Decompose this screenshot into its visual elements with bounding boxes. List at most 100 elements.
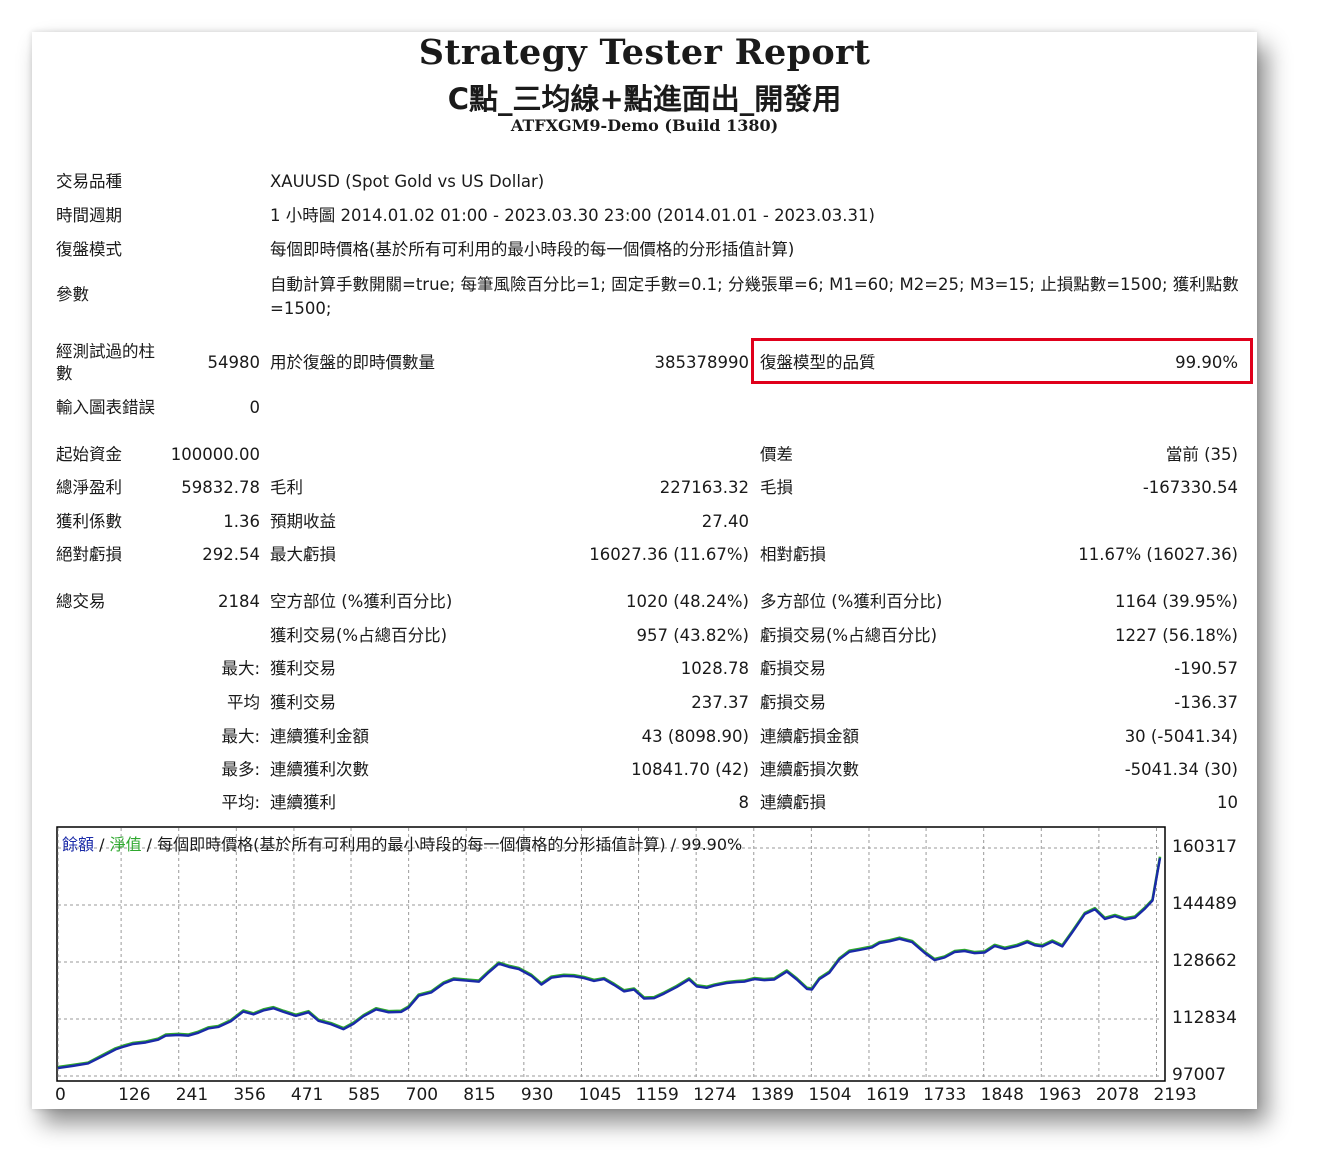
cons-losses-label: 連續虧損金額 xyxy=(760,727,859,746)
x-tick-label: 930 xyxy=(520,1085,554,1105)
x-tick-label: 1848 xyxy=(980,1085,1024,1105)
x-tick-label: 2078 xyxy=(1095,1085,1140,1105)
x-tick-label: 1045 xyxy=(578,1085,622,1105)
bars-value: 54980 xyxy=(207,353,261,372)
bars-label: 經測試過的柱數 xyxy=(56,342,155,383)
grossprofit-value: 227163.32 xyxy=(659,478,749,497)
period-value: 1 小時圖 2014.01.02 01:00 - 2023.03.30 23:0… xyxy=(270,206,875,225)
netprofit-label: 總淨盈利 xyxy=(56,478,122,497)
max3-label: 最多: xyxy=(221,760,260,779)
errors-value: 0 xyxy=(249,398,261,417)
avg-loss-value: -136.37 xyxy=(1174,693,1238,712)
avg1-label: 平均 xyxy=(227,693,260,712)
balance-line xyxy=(57,857,1162,1070)
pf-label: 獲利係數 xyxy=(56,512,122,531)
x-tick-label: 1274 xyxy=(693,1085,737,1105)
max2-label: 最大: xyxy=(221,727,260,746)
y-tick-label: 144489 xyxy=(1172,894,1237,914)
expected-value: 27.40 xyxy=(701,512,749,531)
report-title: Strategy Tester Report xyxy=(418,32,871,73)
short-label: 空方部位 (%獲利百分比) xyxy=(270,592,453,611)
cons-wins-value: 43 (8098.90) xyxy=(641,727,749,746)
y-tick-label: 97007 xyxy=(1172,1065,1227,1085)
x-tick-label: 1963 xyxy=(1038,1085,1082,1105)
grossprofit-label: 毛利 xyxy=(270,478,303,497)
x-tick-label: 356 xyxy=(233,1085,266,1105)
quality-highlight-box xyxy=(751,338,1253,384)
pf-value: 1.36 xyxy=(223,512,260,531)
max-cons-loss-label: 連續虧損次數 xyxy=(760,760,859,779)
maxdd-value: 16027.36 (11.67%) xyxy=(589,545,749,564)
x-tick-label: 471 xyxy=(290,1085,324,1105)
trades-label: 總交易 xyxy=(56,592,106,611)
wins-value: 957 (43.82%) xyxy=(636,626,749,645)
legend-equity: 淨值 xyxy=(109,835,142,854)
x-tick-label: 241 xyxy=(175,1085,209,1105)
x-tick-label: 1389 xyxy=(750,1085,795,1105)
avg-win-label: 獲利交易 xyxy=(270,693,336,712)
x-tick-label: 1504 xyxy=(808,1085,852,1105)
legend-balance: 餘額 xyxy=(62,835,95,854)
x-tick-label: 126 xyxy=(118,1085,151,1105)
quality-value: 99.90% xyxy=(1175,353,1238,372)
report-server: ATFXGM9-Demo (Build 1380) xyxy=(510,116,779,135)
avg-cons-losses-label: 連續虧損 xyxy=(760,793,826,812)
avg-loss-label: 虧損交易 xyxy=(760,693,826,712)
x-tick-label: 585 xyxy=(348,1085,381,1105)
reldd-label: 相對虧損 xyxy=(760,545,826,564)
netprofit-value: 59832.78 xyxy=(181,478,260,497)
quality-label: 復盤模型的品質 xyxy=(760,353,876,372)
y-tick-label: 160317 xyxy=(1172,837,1237,857)
trades-value: 2184 xyxy=(218,592,260,611)
x-tick-label: 1159 xyxy=(635,1085,679,1105)
params-label: 參數 xyxy=(56,285,89,304)
report-paper: Strategy Tester Report C點_三均線+點進面出_開發用 A… xyxy=(32,32,1257,1109)
max-cons-profit-label: 連續獲利次數 xyxy=(270,760,369,779)
y-tick-label: 128662 xyxy=(1172,951,1237,971)
x-tick-label: 700 xyxy=(405,1085,439,1105)
losses-label: 虧損交易(%占總百分比) xyxy=(760,626,938,645)
legend-description: / 每個即時價格(基於所有可利用的最小時段的每一個價格的分形插值計算) / 99… xyxy=(141,835,743,854)
avg-win-value: 237.37 xyxy=(691,693,749,712)
period-label: 時間週期 xyxy=(56,206,122,225)
largest-win-value: 1028.78 xyxy=(680,659,749,678)
grossloss-value: -167330.54 xyxy=(1142,478,1238,497)
params-value: 自動計算手數開關=true; 每筆風險百分比=1; 固定手數=0.1; 分幾張單… xyxy=(270,275,1239,318)
errors-label: 輸入圖表錯誤 xyxy=(56,398,155,417)
max-cons-loss-value: -5041.34 (30) xyxy=(1124,760,1238,779)
avg-cons-wins-value: 8 xyxy=(738,793,750,812)
x-tick-label: 0 xyxy=(55,1085,66,1105)
ticks-label: 用於復盤的即時價數量 xyxy=(270,353,435,372)
avg2-label: 平均: xyxy=(221,793,260,812)
chart-frame xyxy=(56,826,1166,1082)
x-tick-label: 2193 xyxy=(1153,1085,1197,1105)
cons-losses-value: 30 (-5041.34) xyxy=(1124,727,1238,746)
avg-cons-losses-value: 10 xyxy=(1217,793,1238,812)
maxdd-label: 最大虧損 xyxy=(270,545,336,564)
absdd-label: 絕對虧損 xyxy=(56,545,122,564)
largest-loss-value: -190.57 xyxy=(1174,659,1238,678)
y-tick-label: 112834 xyxy=(1172,1008,1237,1028)
x-tick-label: 1733 xyxy=(923,1085,967,1105)
reldd-value: 11.67% (16027.36) xyxy=(1078,545,1238,564)
largest-win-label: 獲利交易 xyxy=(270,659,336,678)
spread-label: 價差 xyxy=(760,445,793,464)
cons-wins-label: 連續獲利金額 xyxy=(270,727,369,746)
deposit-value: 100000.00 xyxy=(170,445,260,464)
spread-value: 當前 (35) xyxy=(1165,445,1238,464)
symbol-value: XAUUSD (Spot Gold vs US Dollar) xyxy=(270,172,545,191)
report-subtitle: C點_三均線+點進面出_開發用 xyxy=(447,82,842,116)
ticks-value: 385378990 xyxy=(654,353,749,372)
deposit-label: 起始資金 xyxy=(56,445,122,464)
model-label: 復盤模式 xyxy=(56,240,122,259)
long-value: 1164 (39.95%) xyxy=(1114,592,1238,611)
x-tick-label: 815 xyxy=(463,1085,496,1105)
long-label: 多方部位 (%獲利百分比) xyxy=(760,592,943,611)
max-cons-profit-value: 10841.70 (42) xyxy=(631,760,749,779)
wins-label: 獲利交易(%占總百分比) xyxy=(270,626,448,645)
chart-legend: 餘額 / 淨值 / 每個即時價格(基於所有可利用的最小時段的每一個價格的分形插值… xyxy=(62,831,742,855)
legend-separator: / xyxy=(94,835,110,854)
losses-value: 1227 (56.18%) xyxy=(1114,626,1238,645)
symbol-label: 交易品種 xyxy=(56,172,122,191)
largest-loss-label: 虧損交易 xyxy=(760,659,826,678)
